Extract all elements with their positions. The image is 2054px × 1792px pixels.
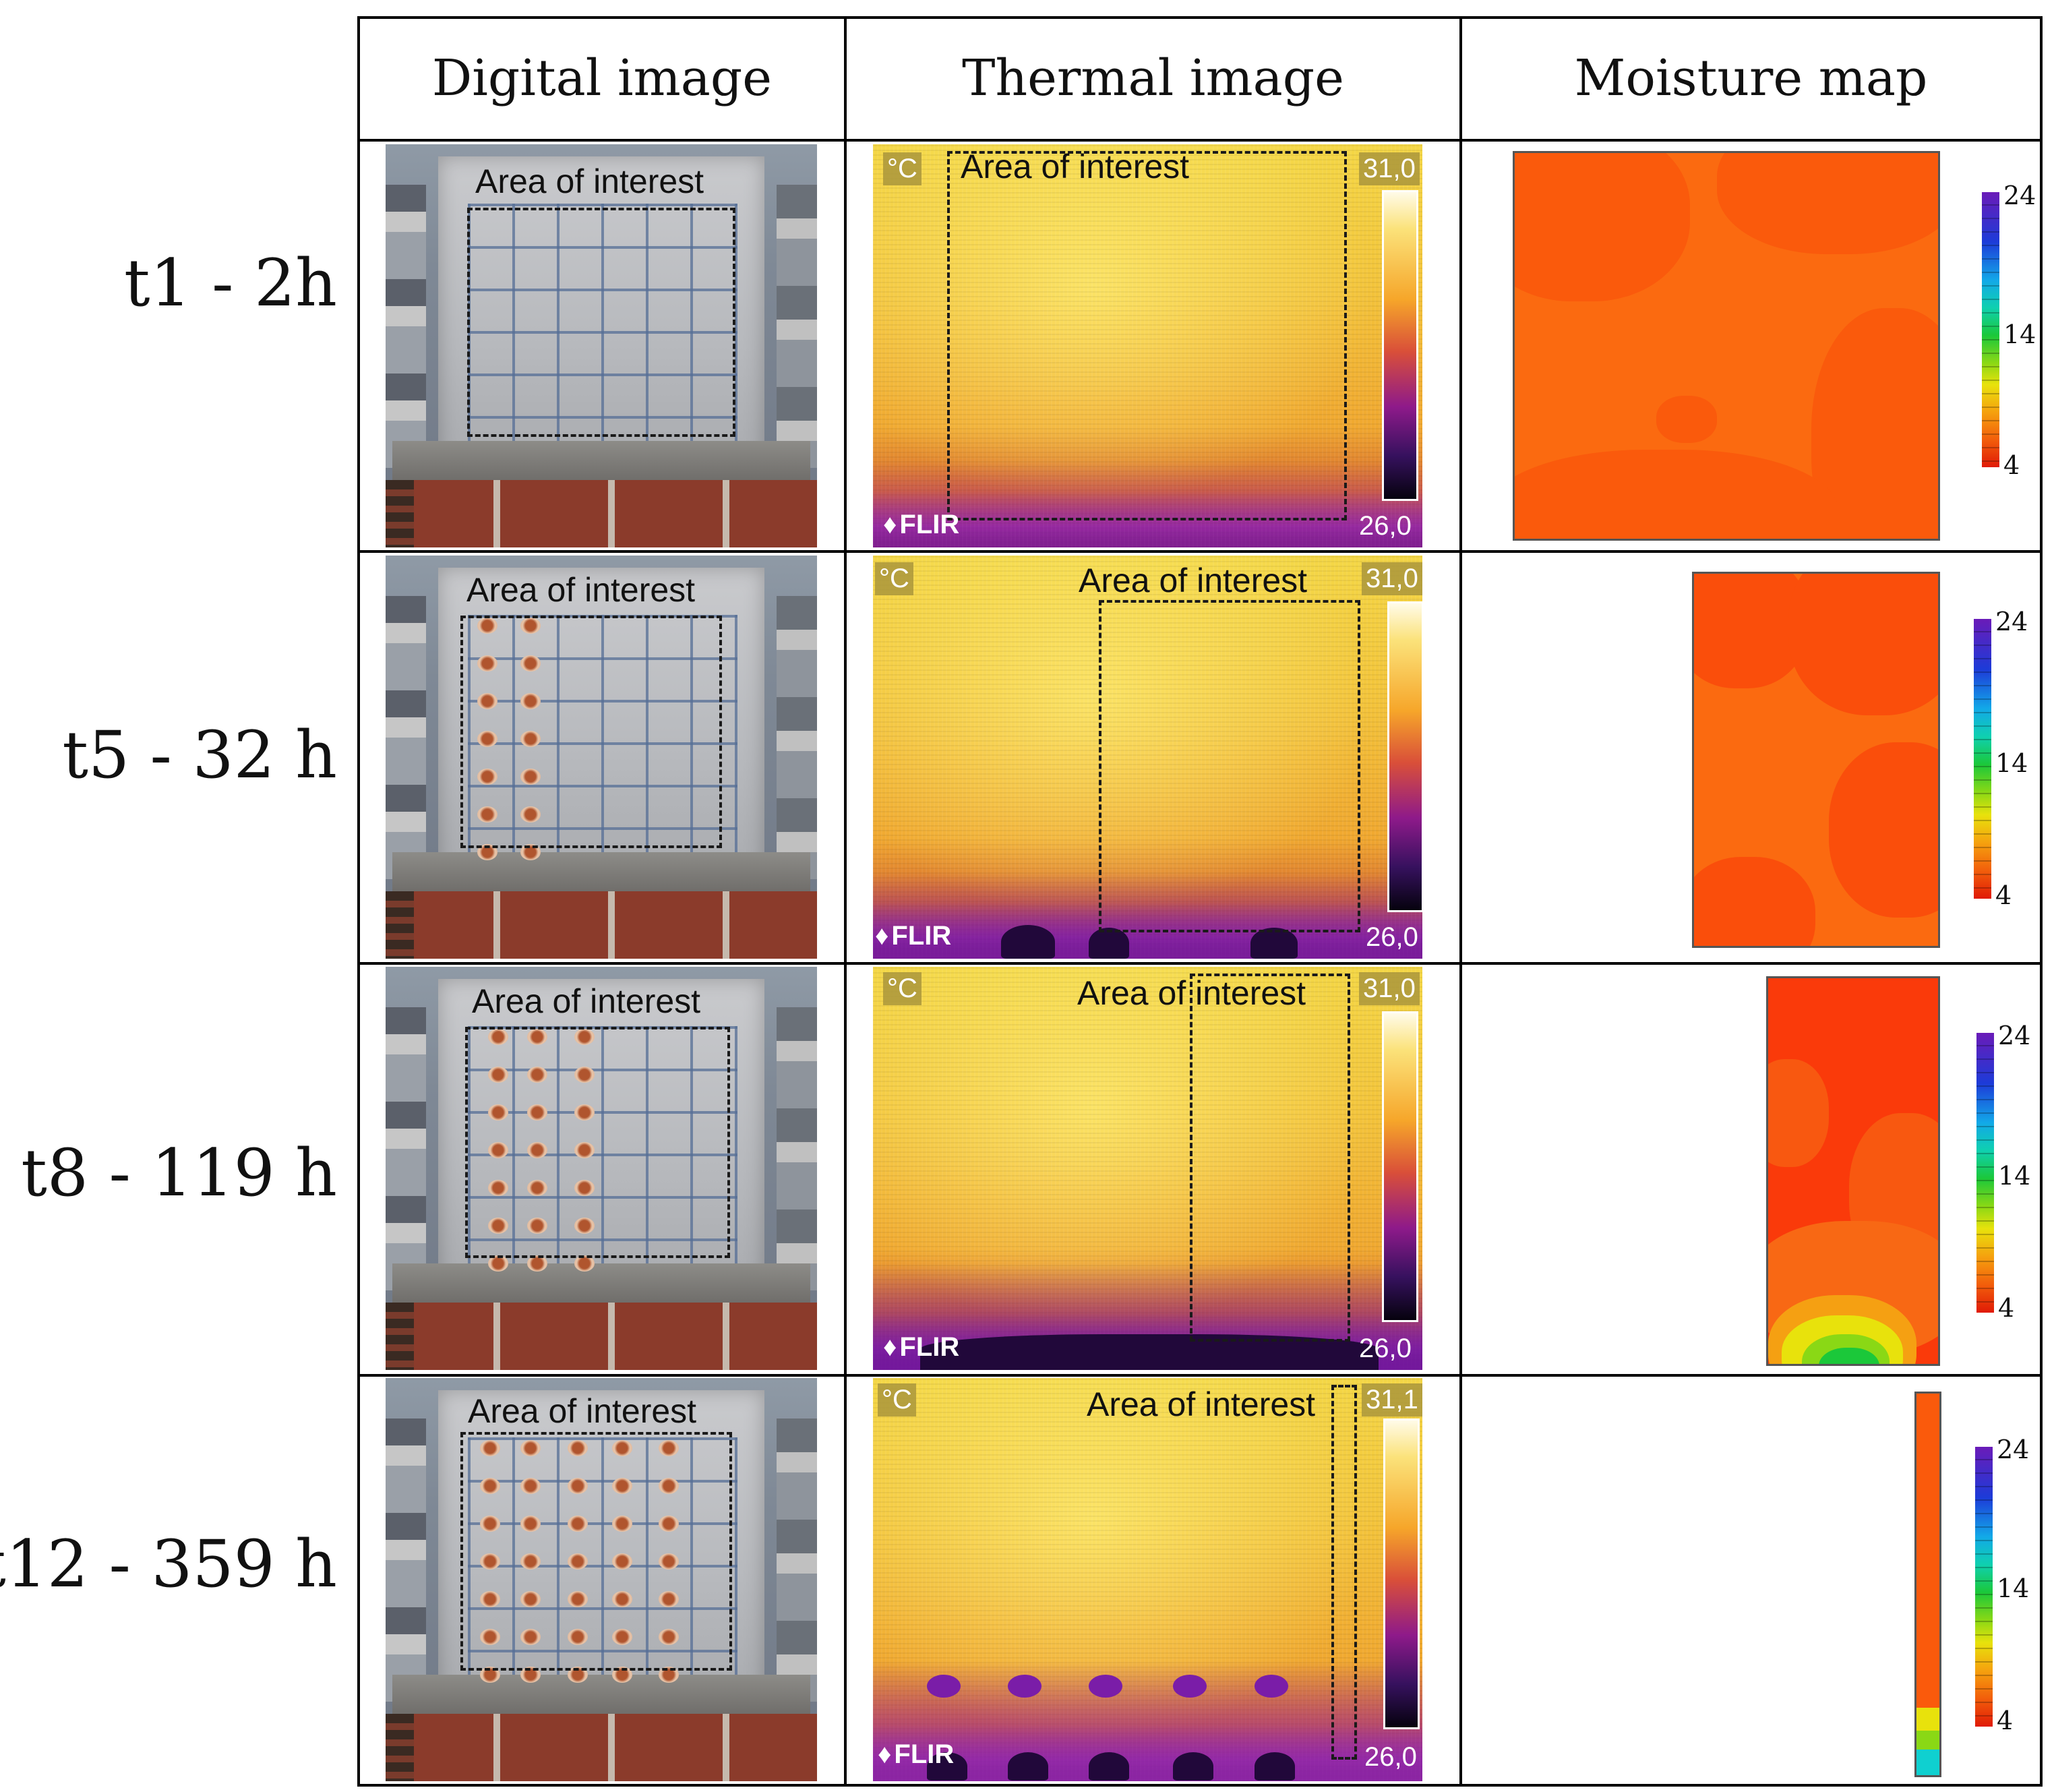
area-of-interest-box	[467, 208, 735, 437]
temperature-max: 31,1	[1362, 1383, 1422, 1416]
table-border-header	[357, 139, 2043, 142]
area-of-interest-label: Area of interest	[1077, 974, 1306, 1012]
temperature-min: 26,0	[1359, 1334, 1412, 1363]
thermal-image-t1	[873, 144, 1422, 547]
area-of-interest-label: Area of interest	[1087, 1385, 1316, 1423]
temperature-unit: °C	[878, 1383, 916, 1416]
table-border-top	[357, 16, 2043, 19]
temperature-unit: °C	[875, 562, 913, 595]
table-border-right	[2040, 16, 2043, 1787]
moisture-map-t1	[1513, 151, 1940, 541]
row-label-t8: t8 - 119 h	[21, 1135, 337, 1211]
row-label-t1: t1 - 2h	[123, 245, 337, 321]
table-border-row3	[357, 1374, 2043, 1377]
temperature-min: 26,0	[1366, 922, 1418, 952]
row-label-t12: t12 - 359 h	[0, 1526, 337, 1602]
flir-logo: FLIR	[883, 1332, 959, 1363]
table-border-row2	[357, 962, 2043, 965]
colorbar-tick-mid: 14	[1995, 748, 2028, 778]
area-of-interest-label: Area of interest	[475, 162, 704, 200]
area-of-interest-label: Area of interest	[468, 1392, 697, 1430]
thermal-image-t5	[873, 556, 1422, 959]
area-of-interest-box	[947, 151, 1347, 520]
colorbar-tick-max: 24	[2003, 181, 2036, 210]
area-of-interest-label: Area of interest	[1079, 562, 1308, 599]
colorbar-tick-min: 4	[2003, 450, 2020, 480]
colorbar-tick-max: 24	[1998, 1021, 2031, 1050]
temperature-min: 26,0	[1359, 511, 1412, 541]
colorbar-tick-min: 4	[1997, 1706, 2014, 1735]
colorbar-tick-mid: 14	[2003, 320, 2036, 349]
flir-logo: FLIR	[883, 510, 959, 540]
flir-logo: FLIR	[875, 921, 951, 951]
temperature-max: 31,0	[1359, 152, 1420, 185]
table-border-col2	[1459, 16, 1462, 1787]
table-border-left	[357, 16, 360, 1787]
header-moisture-map: Moisture map	[1574, 49, 1928, 107]
area-of-interest-label: Area of interest	[466, 571, 696, 609]
digital-photo-t8	[386, 967, 817, 1370]
temperature-unit: °C	[883, 972, 922, 1005]
colorbar-tick-min: 4	[1998, 1293, 2015, 1323]
moisture-map-t8	[1766, 976, 1940, 1366]
colorbar-tick-mid: 14	[1997, 1574, 2030, 1603]
temperature-min: 26,0	[1364, 1742, 1417, 1772]
thermal-scale-bar	[1382, 1011, 1418, 1322]
temperature-unit: °C	[883, 152, 922, 185]
area-of-interest-box	[465, 1027, 730, 1258]
digital-photo-t5	[386, 556, 817, 959]
area-of-interest-box	[1190, 974, 1350, 1342]
colorbar-tick-min: 4	[1995, 880, 2012, 910]
area-of-interest-box	[460, 616, 722, 848]
moisture-map-t5	[1692, 572, 1940, 948]
thermal-scale-bar	[1382, 190, 1418, 501]
header-thermal-image: Thermal image	[962, 49, 1344, 107]
table-border-row1	[357, 550, 2043, 553]
thermal-scale-bar	[1387, 601, 1424, 912]
moisture-colorbar	[1974, 619, 1991, 899]
header-digital-image: Digital image	[431, 49, 773, 107]
digital-photo-t12	[386, 1378, 817, 1781]
area-of-interest-box	[1331, 1385, 1357, 1760]
table-border-bottom	[357, 1784, 2043, 1787]
flir-logo: FLIR	[878, 1739, 954, 1770]
moisture-colorbar	[1976, 1033, 1994, 1313]
thermal-scale-bar	[1383, 1418, 1420, 1729]
temperature-max: 31,0	[1362, 562, 1422, 595]
digital-photo-t1	[386, 144, 817, 547]
thermal-image-t12	[873, 1378, 1422, 1781]
moisture-colorbar	[1982, 192, 1999, 467]
moisture-colorbar	[1975, 1447, 1993, 1727]
colorbar-tick-mid: 14	[1998, 1161, 2031, 1191]
row-label-t5: t5 - 32 h	[62, 717, 337, 793]
temperature-max: 31,0	[1359, 972, 1420, 1005]
colorbar-tick-max: 24	[1997, 1435, 2030, 1464]
thermal-image-t8	[873, 967, 1422, 1370]
area-of-interest-box	[460, 1432, 732, 1671]
moisture-map-t12	[1914, 1392, 1941, 1777]
table-border-col1	[844, 16, 847, 1787]
area-of-interest-label: Area of interest	[961, 148, 1190, 185]
area-of-interest-label: Area of interest	[472, 982, 701, 1020]
colorbar-tick-max: 24	[1995, 607, 2028, 636]
area-of-interest-box	[1099, 600, 1360, 932]
